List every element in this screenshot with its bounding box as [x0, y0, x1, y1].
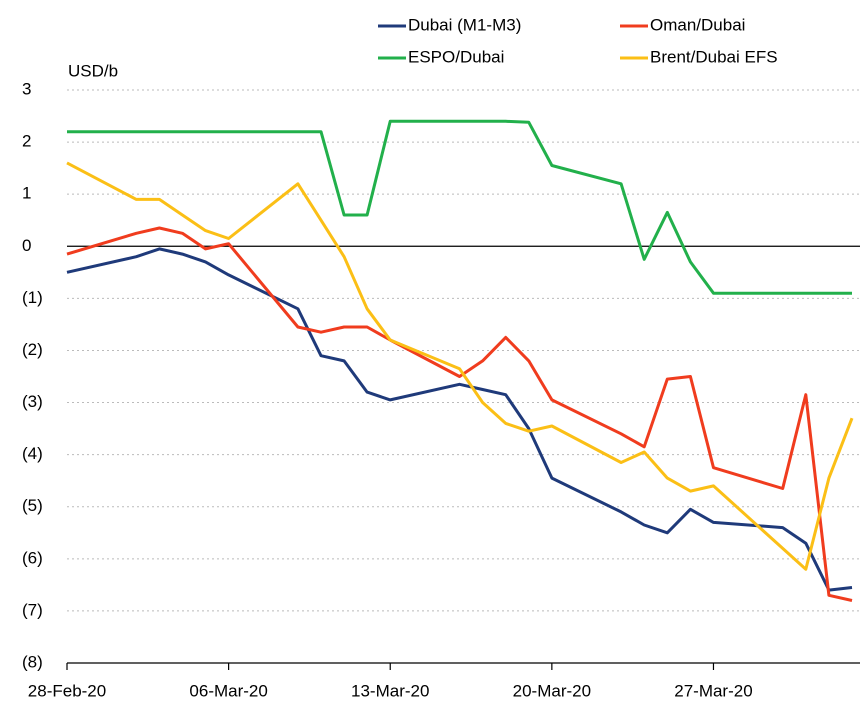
y-tick-label: (6): [22, 548, 43, 567]
y-tick-label: (1): [22, 288, 43, 307]
legend-label: ESPO/Dubai: [408, 47, 504, 66]
series-line: [66, 226, 853, 602]
series-line: [66, 161, 854, 571]
y-tick-label: (7): [22, 600, 43, 619]
x-tick-label: 13-Mar-20: [351, 681, 429, 700]
series-line: [67, 119, 852, 295]
y-tick-label: (2): [22, 340, 43, 359]
y-tick-label: 3: [22, 79, 31, 98]
y-tick-label: 2: [22, 132, 31, 151]
x-tick-label: 27-Mar-20: [674, 681, 752, 700]
y-tick-label: (3): [22, 392, 43, 411]
y-tick-label: (8): [22, 652, 43, 671]
y-axis-label: USD/b: [68, 61, 118, 80]
y-tick-label: 1: [22, 184, 31, 203]
x-tick-label: 28-Feb-20: [28, 681, 106, 700]
y-tick-label: (5): [22, 496, 43, 515]
x-tick-label: 06-Mar-20: [189, 681, 267, 700]
legend-label: Dubai (M1-M3): [408, 15, 521, 34]
legend-label: Oman/Dubai: [650, 15, 745, 34]
legend-label: Brent/Dubai EFS: [650, 47, 778, 66]
y-tick-label: (4): [22, 444, 43, 463]
x-tick-label: 20-Mar-20: [513, 681, 591, 700]
y-tick-label: 0: [22, 236, 31, 255]
series-line: [66, 247, 853, 592]
